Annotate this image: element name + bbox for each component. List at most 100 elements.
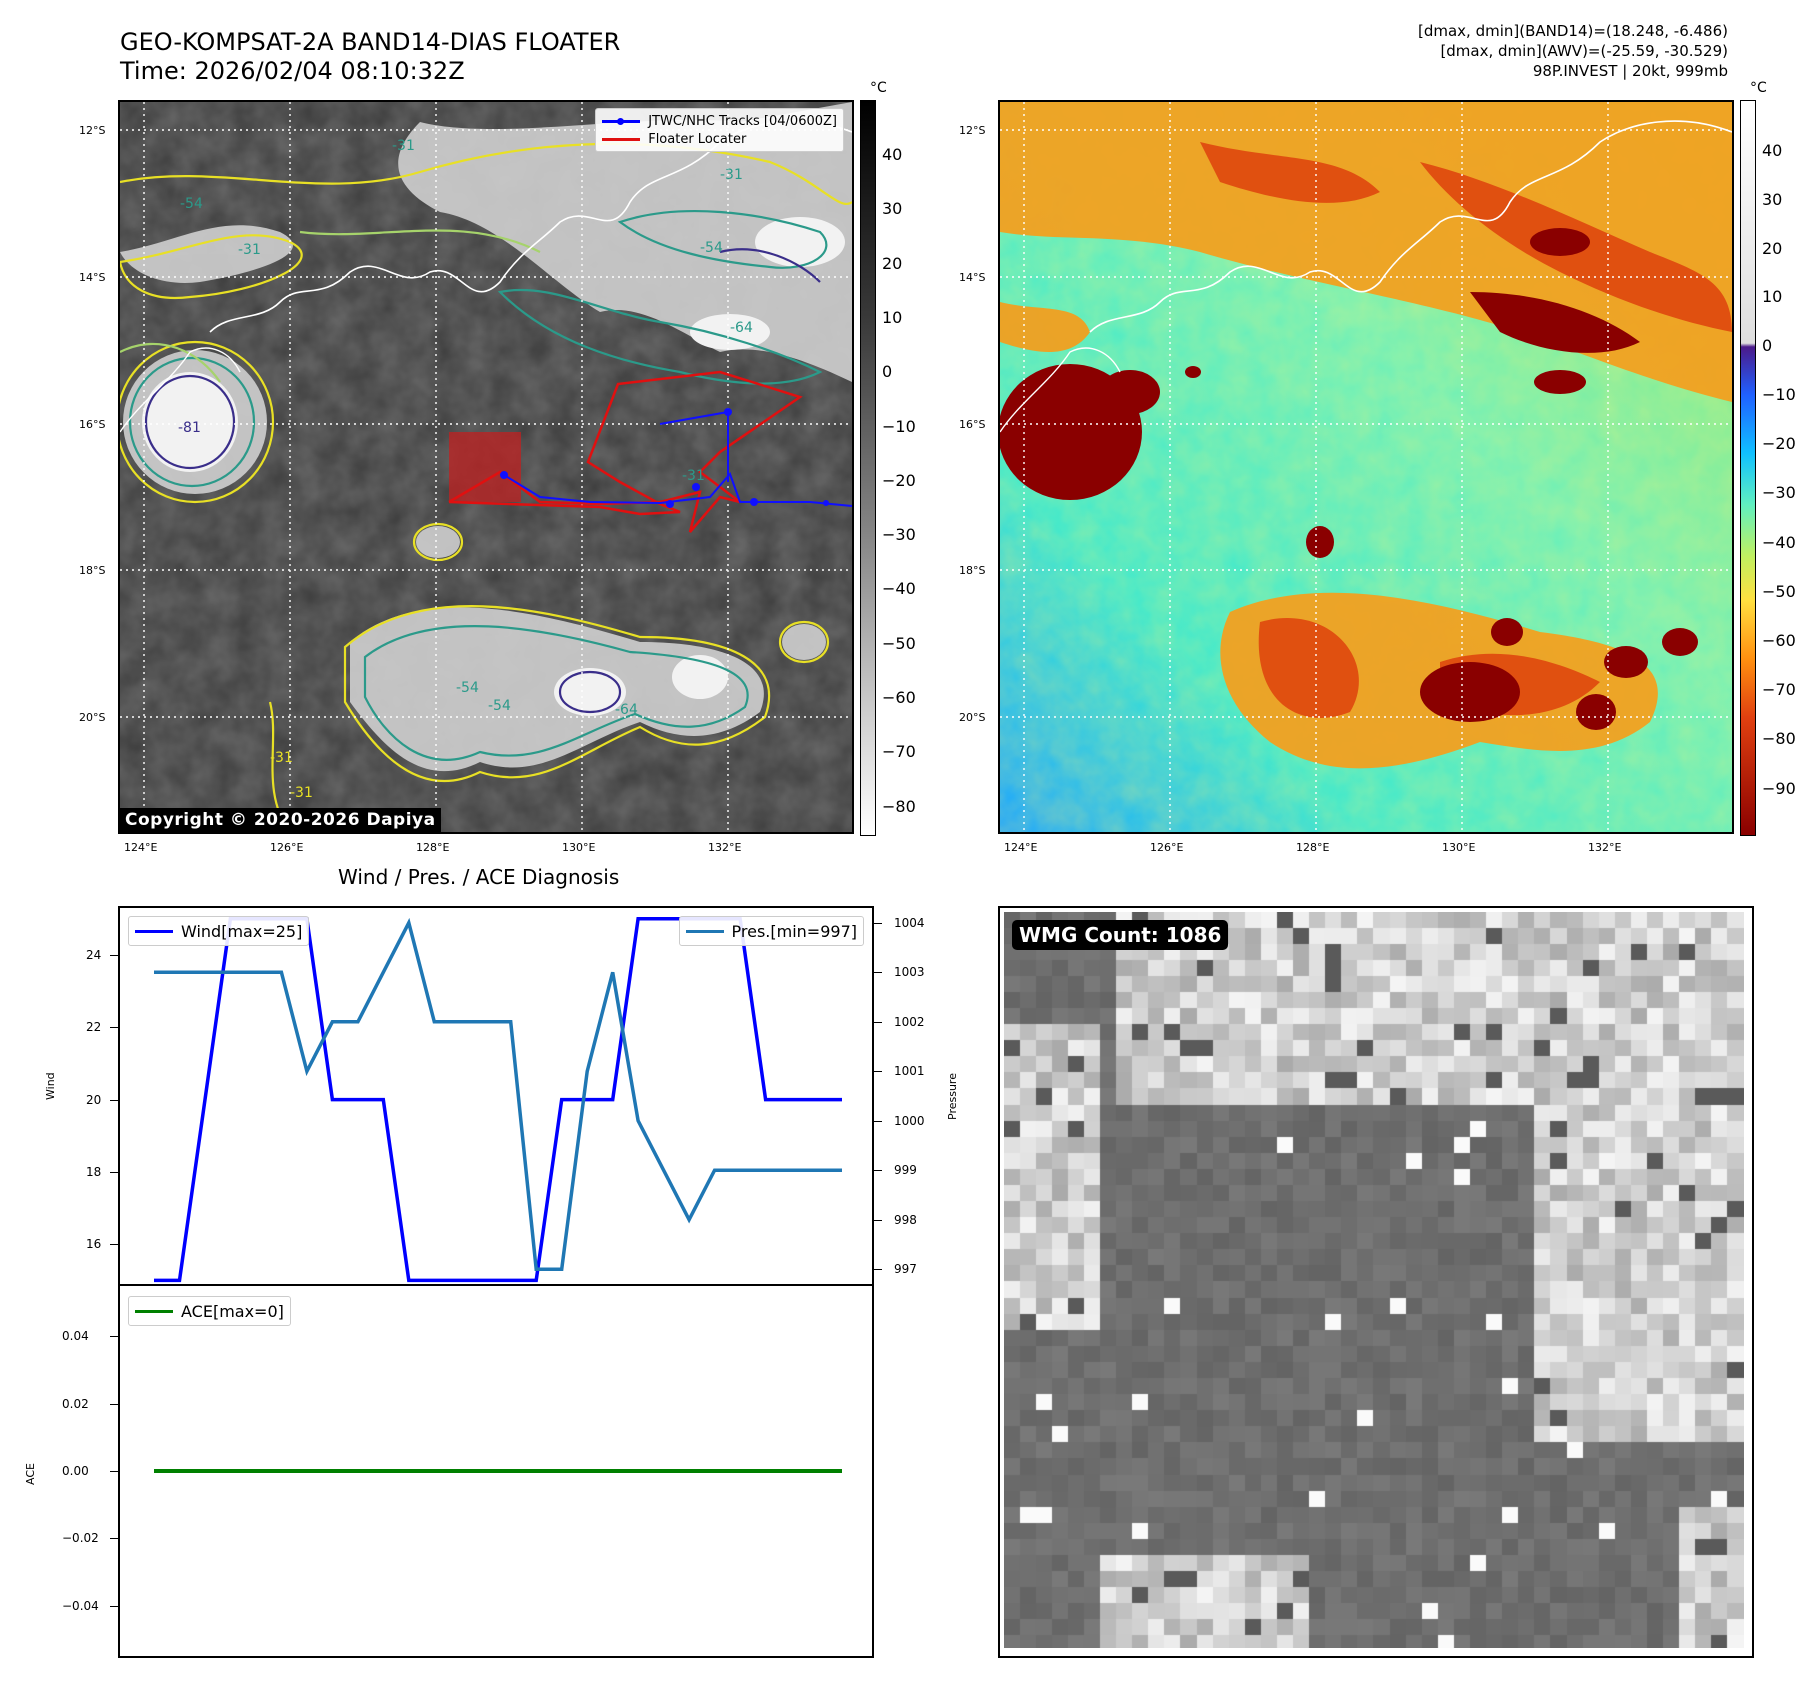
wind-tick-mark: [110, 1244, 118, 1246]
ace-plot: [154, 1469, 842, 1473]
colorbar-left-unit: °C: [870, 80, 887, 96]
colorbar-tick: −80: [882, 796, 916, 816]
colorbar-tick: −20: [1762, 434, 1796, 454]
contour-label: -64: [615, 702, 638, 718]
colorbar-tick: −50: [1762, 581, 1796, 601]
ace-tick-mark: [110, 1336, 118, 1338]
wind-tick: 24: [86, 948, 102, 962]
pressure-tick: 1004: [894, 915, 925, 930]
wind-tick: 18: [86, 1164, 102, 1179]
wind-tick-mark: [110, 1171, 118, 1173]
lat-tick: 20°S: [959, 711, 986, 724]
colorbar-tick: −60: [882, 688, 916, 707]
legend-track-label: JTWC/NHC Tracks [04/0600Z]: [648, 113, 837, 129]
lat-tick: 18°S: [959, 564, 986, 577]
colorbar-tick: 10: [882, 307, 903, 327]
contour-label: -31: [392, 138, 415, 154]
contour-label: -64: [730, 320, 753, 336]
lon-tick: 124°E: [1004, 841, 1038, 854]
lat-tick: 12°S: [959, 124, 986, 137]
lat-tick: 14°S: [959, 271, 986, 284]
wind-tick-mark: [110, 1099, 118, 1101]
floater-swatch: [602, 137, 641, 141]
colorbar-tick: 30: [1762, 189, 1783, 209]
colorbar-tick: −10: [882, 416, 916, 436]
ace-panel: ACE[max=0]: [118, 1284, 874, 1658]
contour-label: -31: [290, 785, 313, 801]
colorbar-tick: 30: [882, 199, 903, 219]
wind-pressure-panel: Wind[max=25] Pres.[min=997]: [118, 906, 874, 1286]
colorbar-tick: −20: [882, 470, 916, 490]
pressure-tick-mark: [874, 1071, 882, 1073]
pressure-tick-mark: [874, 1170, 882, 1172]
lat-tick: 18°S: [79, 564, 106, 577]
copyright-badge: Copyright © 2020-2026 Dapiya: [120, 808, 441, 832]
lat-tick: 14°S: [79, 271, 106, 284]
colorbar-tick: 0: [1762, 336, 1773, 356]
wind-tick: 22: [86, 1020, 102, 1035]
ace-tick-mark: [110, 1471, 118, 1472]
lon-tick: 132°E: [708, 841, 742, 854]
pressure-tick-mark: [874, 1269, 882, 1271]
ir-map-panel: -31 -54 -31 -31 -54 -31 -64 -81 -54 -31 …: [118, 100, 854, 834]
lat-tick: 16°S: [79, 418, 106, 431]
colorbar-tick: −40: [882, 579, 916, 599]
pressure-tick: 1003: [894, 965, 925, 980]
chart-title: GEO-KOMPSAT-2A BAND14-DIAS FLOATER: [120, 28, 621, 56]
colorbar-tick: −80: [1762, 729, 1796, 749]
wind-tick-mark: [110, 1027, 118, 1029]
wmg-panel: WMG Count: 1086: [998, 906, 1754, 1658]
ace-tick-mark: [110, 1605, 118, 1607]
contour-label: -81: [178, 420, 201, 436]
wmg-count-badge: WMG Count: 1086: [1012, 920, 1229, 950]
lon-tick: 124°E: [124, 841, 158, 854]
contour-label: -31: [238, 242, 261, 258]
band14-range: [dmax, dmin](BAND14)=(18.248, -6.486): [1417, 22, 1728, 40]
colorbar-tick: −70: [1762, 680, 1796, 700]
wind-legend: Wind[max=25]: [128, 916, 310, 946]
diagnosis-title: Wind / Pres. / ACE Diagnosis: [338, 865, 620, 889]
wind-swatch: [135, 929, 173, 933]
lon-tick: 126°E: [270, 841, 304, 854]
lon-tick: 128°E: [416, 841, 450, 854]
contour-label: -54: [456, 680, 479, 696]
contour-label: -54: [488, 698, 511, 714]
colorbar-tick: −90: [1762, 778, 1796, 798]
ace-tick-mark: [110, 1538, 118, 1540]
lat-tick: 16°S: [959, 418, 986, 431]
pressure-tick-mark: [874, 922, 882, 924]
lat-tick: 12°S: [79, 124, 106, 137]
contour-label: -31: [270, 750, 293, 766]
ace-swatch: [135, 1309, 173, 1313]
map-legend: JTWC/NHC Tracks [04/0600Z] Floater Locat…: [595, 108, 844, 152]
contour-label: -31: [720, 167, 743, 183]
lat-tick: 20°S: [79, 711, 106, 724]
wind-axis-label: Wind: [44, 1072, 57, 1100]
ace-tick: 0.02: [62, 1396, 89, 1411]
pressure-legend-label: Pres.[min=997]: [731, 921, 857, 941]
wind-tick: 16: [86, 1237, 102, 1252]
wind-legend-label: Wind[max=25]: [181, 921, 303, 941]
chart-time: Time: 2026/02/04 08:10:32Z: [120, 57, 465, 85]
colorbar-tick: −30: [882, 525, 916, 545]
ace-legend-label: ACE[max=0]: [181, 1301, 284, 1321]
colorbar-right-unit: °C: [1750, 80, 1767, 96]
ace-tick: 0.00: [62, 1464, 89, 1478]
lon-tick: 130°E: [562, 841, 596, 854]
colorbar-tick: −30: [1762, 483, 1796, 503]
awv-range: [dmax, dmin](AWV)=(-25.59, -30.529): [1440, 42, 1728, 60]
pressure-tick: 1002: [894, 1014, 925, 1029]
pressure-series-line: [154, 917, 842, 1271]
legend-track: JTWC/NHC Tracks [04/0600Z]: [602, 112, 837, 130]
pressure-tick: 997: [894, 1262, 917, 1277]
pressure-tick-mark: [874, 1219, 882, 1221]
legend-floater-label: Floater Locater: [648, 131, 747, 147]
ace-axis-label: ACE: [24, 1463, 37, 1485]
colorbar-tick: −40: [1762, 532, 1796, 552]
pressure-tick-mark: [874, 1021, 882, 1023]
lon-tick: 130°E: [1442, 841, 1476, 854]
wind-pressure-plot: [154, 917, 842, 1283]
colorbar-tick: 20: [882, 253, 903, 273]
colorbar-tick: −60: [1762, 631, 1796, 650]
wind-tick-mark: [110, 955, 118, 956]
